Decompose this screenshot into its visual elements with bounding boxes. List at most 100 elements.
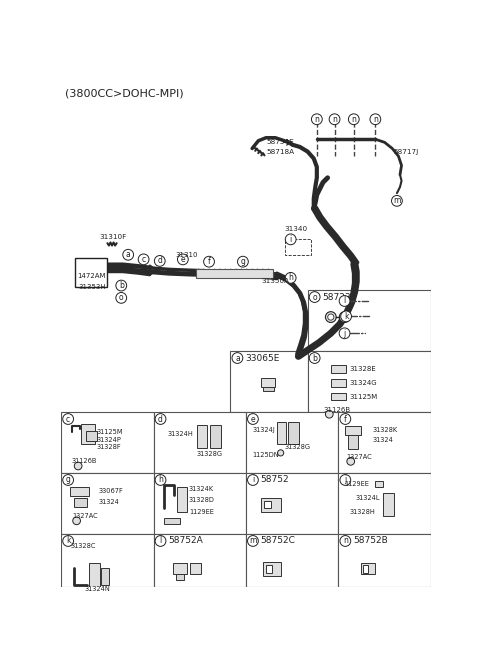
Circle shape [74, 462, 82, 470]
Circle shape [328, 314, 334, 320]
Text: l: l [343, 296, 346, 306]
Bar [101, 568, 109, 585]
Bar [176, 574, 184, 580]
Text: l: l [159, 537, 162, 545]
Bar [190, 563, 201, 574]
Bar [210, 425, 221, 448]
Bar [345, 426, 361, 435]
Bar [263, 562, 281, 576]
Text: f: f [208, 257, 210, 266]
Circle shape [312, 114, 322, 125]
Text: 58717J: 58717J [394, 149, 419, 155]
Circle shape [277, 450, 284, 456]
Circle shape [204, 256, 215, 267]
Circle shape [340, 414, 351, 424]
Bar [338, 412, 431, 473]
Bar [164, 517, 180, 524]
Bar [246, 473, 338, 534]
Text: 31324N: 31324N [84, 587, 110, 593]
Text: 31328G: 31328G [285, 444, 311, 451]
Text: 31328G: 31328G [197, 451, 223, 457]
Text: 31125M: 31125M [349, 393, 378, 399]
Circle shape [309, 292, 320, 302]
Circle shape [309, 352, 320, 364]
Text: 1327AC: 1327AC [72, 513, 98, 519]
Text: 31328F: 31328F [96, 444, 121, 451]
Bar [61, 412, 154, 473]
Bar [73, 498, 87, 507]
Bar [154, 473, 246, 534]
Circle shape [73, 517, 81, 525]
Bar [246, 412, 338, 473]
Bar [288, 422, 299, 444]
Bar [331, 379, 346, 387]
Circle shape [285, 234, 296, 245]
Text: 1129EE: 1129EE [189, 510, 214, 515]
Text: 1125DN: 1125DN [252, 452, 279, 458]
Bar [363, 565, 368, 572]
Circle shape [248, 414, 258, 424]
Bar [154, 412, 246, 473]
Circle shape [138, 254, 149, 265]
Bar [173, 563, 187, 574]
Text: f: f [344, 414, 347, 424]
Text: 31328K: 31328K [372, 427, 397, 433]
Bar [331, 365, 346, 373]
Text: i: i [289, 235, 292, 244]
Bar [262, 498, 281, 512]
Circle shape [339, 296, 350, 306]
Text: 33067F: 33067F [98, 488, 123, 494]
Bar [81, 424, 95, 444]
Circle shape [63, 414, 73, 424]
Text: 31328C: 31328C [71, 543, 96, 549]
Bar [177, 487, 188, 512]
Text: c: c [66, 414, 70, 424]
Circle shape [329, 114, 340, 125]
Text: 31340: 31340 [285, 226, 308, 232]
Circle shape [342, 314, 348, 320]
Text: h: h [158, 475, 163, 484]
Circle shape [341, 311, 351, 322]
Circle shape [370, 114, 381, 125]
Text: 31324G: 31324G [349, 379, 377, 385]
Circle shape [116, 280, 127, 291]
Text: 31310F: 31310F [100, 234, 127, 240]
Text: m: m [393, 197, 401, 205]
Text: 31324: 31324 [372, 437, 393, 443]
Circle shape [178, 254, 188, 265]
Bar [261, 378, 275, 387]
Bar [338, 534, 431, 587]
Text: j: j [343, 329, 346, 338]
Circle shape [348, 114, 359, 125]
Circle shape [232, 352, 243, 364]
Text: 31126B: 31126B [323, 407, 350, 412]
Circle shape [340, 475, 351, 485]
Bar [61, 534, 154, 587]
Circle shape [63, 535, 73, 546]
Text: 1472AM: 1472AM [77, 273, 106, 279]
Bar [75, 258, 108, 287]
Bar [71, 487, 89, 496]
Bar [89, 563, 100, 588]
Text: 31324L: 31324L [355, 495, 380, 501]
Circle shape [285, 273, 296, 283]
Text: 31328D: 31328D [189, 497, 215, 503]
Circle shape [392, 195, 402, 206]
Text: n: n [343, 537, 348, 545]
Text: h: h [288, 273, 293, 282]
Text: 58723: 58723 [323, 292, 351, 302]
Bar [308, 351, 431, 412]
Circle shape [325, 411, 333, 418]
Bar [285, 240, 312, 255]
Bar [86, 430, 96, 442]
Circle shape [116, 292, 127, 304]
Bar [331, 393, 346, 401]
Text: k: k [66, 537, 71, 545]
Text: 31310: 31310 [175, 251, 198, 258]
Text: 1129EE: 1129EE [345, 481, 370, 487]
Text: o: o [312, 292, 317, 302]
Text: g: g [240, 257, 245, 266]
Text: a: a [126, 250, 131, 259]
Text: 31350A: 31350A [262, 278, 289, 284]
Bar [230, 351, 308, 412]
